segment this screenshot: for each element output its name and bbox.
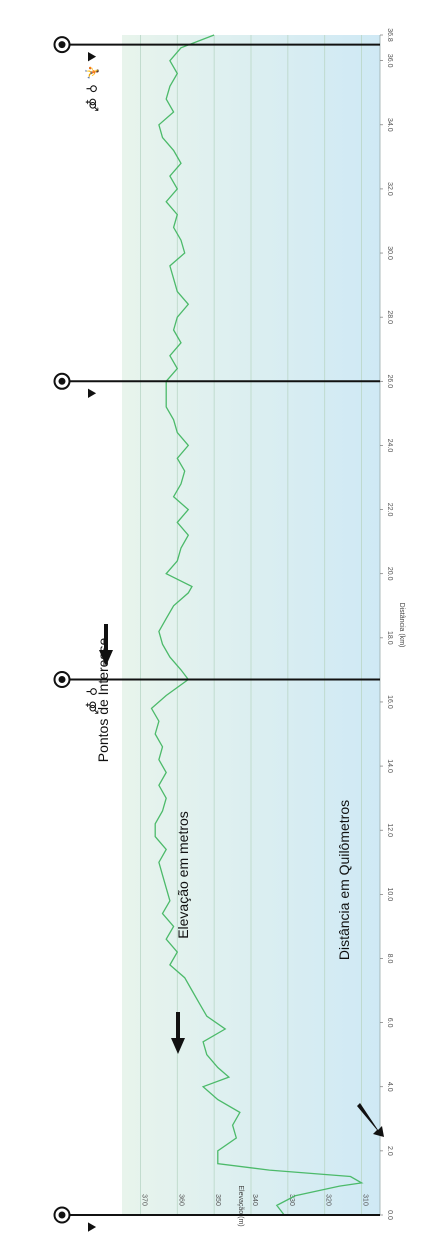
viewpoint-icon: ⛰ bbox=[85, 1222, 99, 1232]
y-tick-label: 340 bbox=[251, 1194, 258, 1206]
x-tick-label: 4.0 bbox=[386, 1082, 393, 1092]
elevation-arrow bbox=[171, 1012, 185, 1054]
viewpoint-icon: ⛰ bbox=[85, 52, 99, 62]
x-tick-label: 30.0 bbox=[386, 246, 393, 260]
poi-marker-dot bbox=[58, 377, 66, 385]
x-tick-label: 2.0 bbox=[386, 1146, 393, 1156]
restroom-icon: ⚤ bbox=[85, 98, 99, 112]
cycling-icon: ⛹ bbox=[85, 65, 100, 80]
poi-marker-dot bbox=[58, 1211, 66, 1219]
y-tick-label: 360 bbox=[177, 1194, 184, 1206]
x-tick-label: 22.0 bbox=[386, 503, 393, 517]
water-tap-icon: ⚲ bbox=[85, 84, 99, 93]
y-tick-label: 370 bbox=[140, 1194, 147, 1206]
points-of-interest-annotation: Pontos de Interesse bbox=[95, 638, 111, 763]
distance-annotation: Distância em Quilômetros bbox=[336, 800, 352, 960]
viewpoint-icon: ⛰ bbox=[85, 388, 99, 398]
x-tick-label: 36.8 bbox=[386, 28, 393, 42]
water-tap-icon: ⚲ bbox=[85, 687, 99, 696]
x-axis-title: Distância (km) bbox=[398, 603, 405, 648]
x-tick-label: 32.0 bbox=[386, 182, 393, 196]
poi-markers: ⛰⛹⚲⚤⚲⚤⛰⛰⛹⚲⚤ bbox=[53, 36, 380, 1232]
grid-lines bbox=[140, 35, 381, 1215]
distance-arrow bbox=[357, 1103, 384, 1137]
x-tick-label: 36.0 bbox=[386, 54, 393, 68]
elevation-series-line bbox=[150, 34, 364, 1216]
elevation-tick-labels: 310 320 330 340 350 360 370 bbox=[140, 1194, 368, 1206]
x-tick-label: 20.0 bbox=[386, 567, 393, 581]
poi-marker-dot bbox=[58, 41, 66, 49]
y-tick-label: 330 bbox=[288, 1194, 295, 1206]
x-tick-label: 8.0 bbox=[386, 954, 393, 964]
points-of-interest-arrow bbox=[99, 624, 113, 666]
x-tick-label: 28.0 bbox=[386, 310, 393, 324]
x-tick-label: 6.0 bbox=[386, 1018, 393, 1028]
x-tick-label: 12.0 bbox=[386, 823, 393, 837]
x-tick-label: 16.0 bbox=[386, 695, 393, 709]
elevation-annotation: Elevação em metros bbox=[175, 811, 191, 939]
x-tick-label: 0.0 bbox=[386, 1210, 393, 1220]
y-axis-title: Elevação (m) bbox=[237, 1185, 244, 1226]
x-tick-label: 18.0 bbox=[386, 631, 393, 645]
y-tick-label: 320 bbox=[325, 1194, 332, 1206]
y-tick-label: 310 bbox=[362, 1194, 369, 1206]
x-tick-label: 10.0 bbox=[386, 888, 393, 902]
x-tick-label: 24.0 bbox=[386, 439, 393, 453]
distance-tick-labels: 0.0 2.0 4.0 6.0 8.0 10.0 12.0 14.0 16.0 18.0 20.0 2… bbox=[380, 28, 393, 1220]
x-tick-label: 14.0 bbox=[386, 759, 393, 773]
restroom-icon: ⚤ bbox=[85, 700, 99, 714]
y-tick-label: 350 bbox=[214, 1194, 221, 1206]
x-tick-label: 34.0 bbox=[386, 118, 393, 132]
poi-marker-dot bbox=[58, 676, 66, 684]
x-tick-label: 26.0 bbox=[386, 374, 393, 388]
